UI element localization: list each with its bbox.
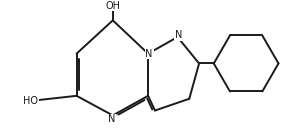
Text: HO: HO bbox=[23, 96, 38, 106]
Text: N: N bbox=[175, 30, 182, 40]
Text: N: N bbox=[146, 49, 153, 59]
Text: OH: OH bbox=[105, 1, 120, 11]
Text: N: N bbox=[108, 114, 115, 124]
